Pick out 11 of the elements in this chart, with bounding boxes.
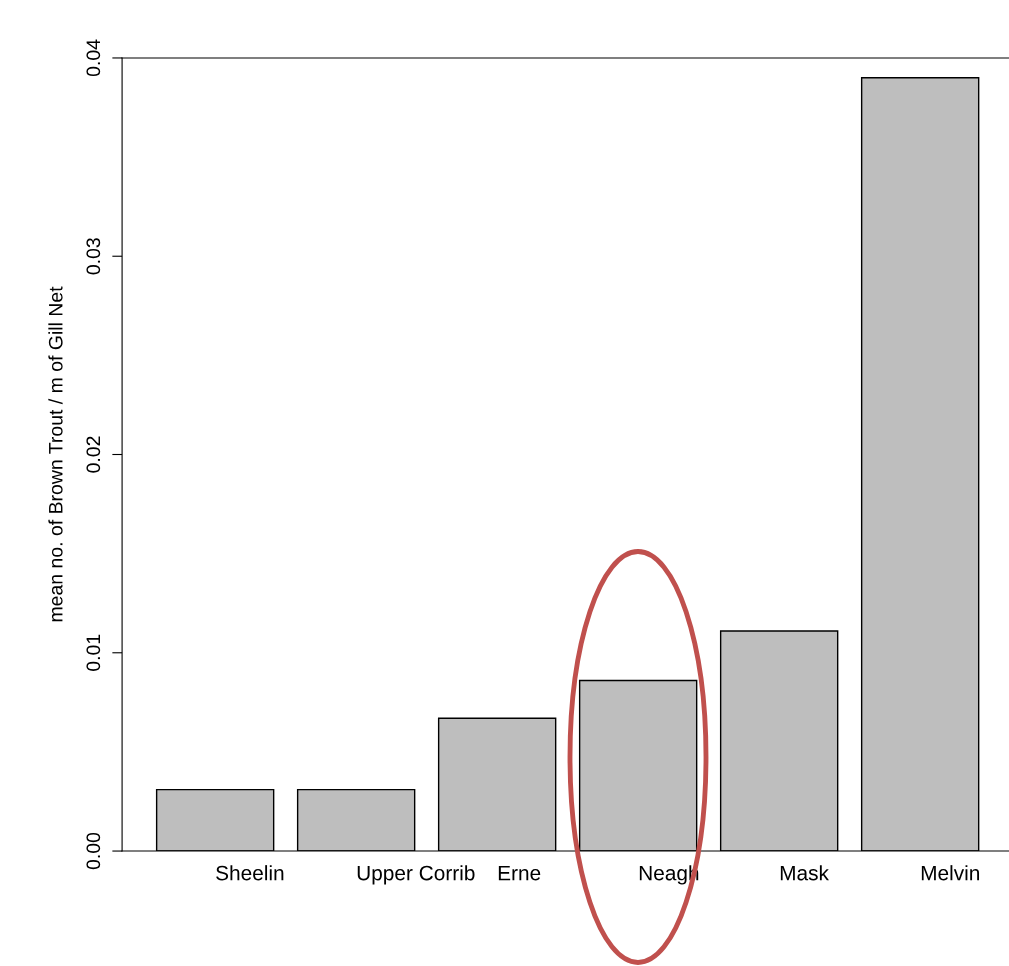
y-tick-label: 0.01 [86, 634, 101, 671]
x-tick-label: Erne [498, 865, 541, 881]
x-tick-label: Melvin [921, 865, 980, 881]
y-tick-label: 0.00 [86, 832, 101, 870]
x-tick-label: Sheelin [216, 865, 284, 881]
y-tick-label: 0.02 [86, 436, 101, 473]
x-tick-label: Mask [780, 865, 829, 881]
x-tick-label: Upper Corrib [357, 865, 475, 885]
y-tick-label: 0.03 [86, 238, 101, 275]
y-axis-title: mean no. of Brown Trout / m of Gill Net [48, 286, 63, 622]
y-tick-label: 0.04 [86, 39, 101, 77]
